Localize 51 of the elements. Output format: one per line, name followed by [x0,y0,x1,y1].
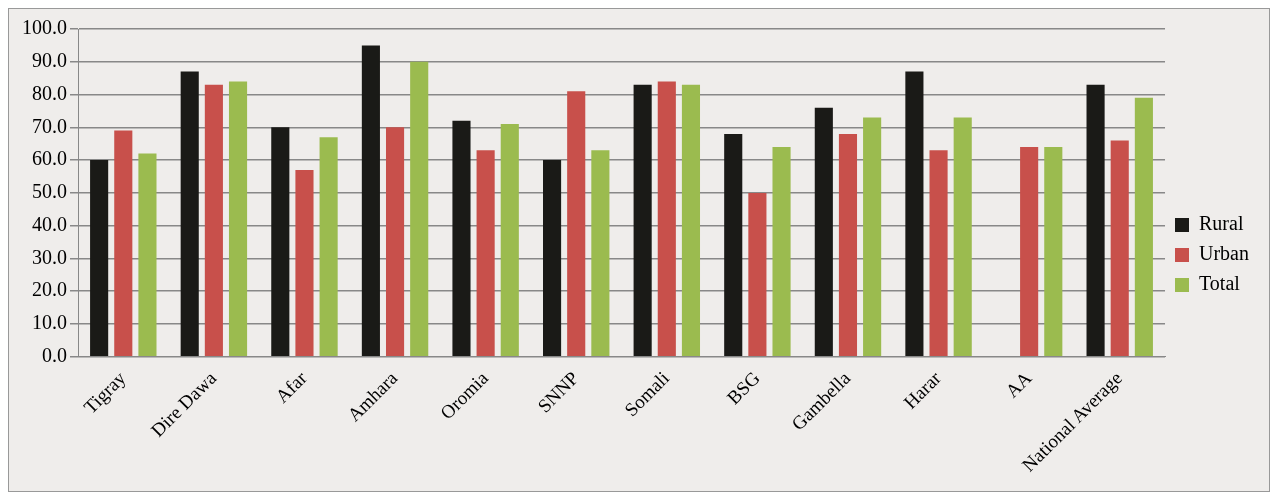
bar [681,84,701,356]
bar [500,124,519,356]
bar [567,91,586,356]
bar [724,133,743,356]
bar [1110,140,1129,356]
bar [1020,146,1039,356]
bar [748,192,767,356]
legend-label: Urban [1199,242,1249,265]
bar [953,117,972,356]
y-tick-label: 60.0 [32,147,67,170]
legend-label: Total [1199,272,1241,295]
y-tick-label: 80.0 [32,81,67,104]
bar [929,150,948,356]
bar [1086,84,1105,356]
y-tick-label: 20.0 [32,278,67,301]
bar [772,146,791,356]
bar [271,127,290,356]
bar [814,107,833,356]
bar [295,169,314,356]
bar [319,137,338,356]
bar [385,127,405,356]
bar [138,153,157,356]
bar [476,150,495,356]
legend-label: Rural [1199,212,1244,235]
bar [180,71,199,356]
bar [591,150,610,356]
y-tick-label: 0.0 [42,344,67,366]
y-tick-label: 30.0 [32,245,67,268]
bar [452,120,471,356]
bar [228,81,248,356]
bar [204,84,223,356]
bar [90,160,109,356]
bar [543,160,562,356]
bar [1044,146,1063,356]
y-tick-label: 70.0 [32,114,67,137]
bar [410,61,429,356]
bar [905,71,924,356]
bar [361,45,380,356]
bar [633,84,652,356]
bar [838,133,858,356]
x-tick-label: AA [1001,367,1036,402]
bar [114,130,133,356]
bar [1134,97,1153,356]
y-tick-label: 100.0 [22,16,67,39]
y-tick-label: 50.0 [32,180,67,203]
y-tick-label: 10.0 [32,311,67,334]
bar [657,81,676,356]
y-tick-label: 40.0 [32,212,67,235]
bar [863,117,882,356]
y-tick-label: 90.0 [32,49,67,72]
x-tick-label: Afar [271,366,312,407]
